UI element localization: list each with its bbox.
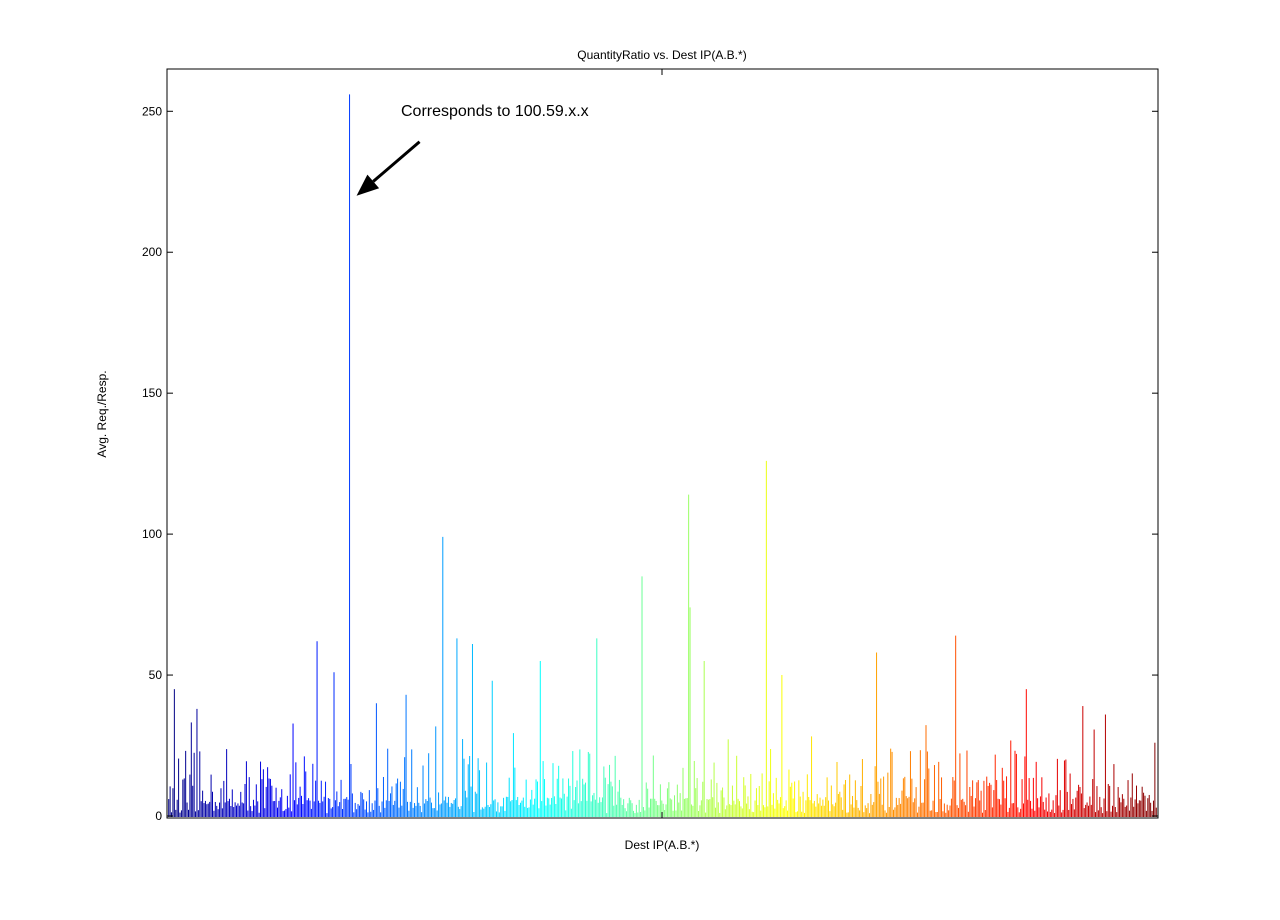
y-tick-label: 100 xyxy=(142,527,162,541)
y-axis: 0 50 100 150 200 250 xyxy=(142,104,1158,823)
annotation-arrow-line xyxy=(372,140,421,183)
y-tick-label: 50 xyxy=(149,668,163,682)
chart-title: QuantityRatio vs. Dest IP(A.B.*) xyxy=(577,48,746,62)
y-axis-label: Avg. Req./Resp. xyxy=(95,370,109,457)
plot-frame xyxy=(166,68,1159,819)
y-tick-label: 0 xyxy=(155,809,162,823)
y-tick-label: 250 xyxy=(142,104,162,118)
annotation-arrow-head xyxy=(356,174,380,196)
y-tick-label: 200 xyxy=(142,245,162,259)
annotation: Corresponds to 100.59.x.x xyxy=(356,103,589,196)
y-tick-label: 150 xyxy=(142,386,162,400)
annotation-text: Corresponds to 100.59.x.x xyxy=(401,103,589,120)
x-axis-label: Dest IP(A.B.*) xyxy=(625,838,700,852)
bars-group xyxy=(168,94,1157,817)
